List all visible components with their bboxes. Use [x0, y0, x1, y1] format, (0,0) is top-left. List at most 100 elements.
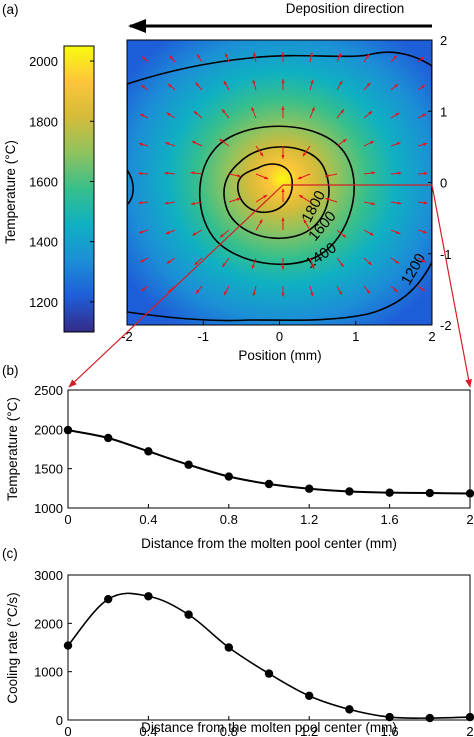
flow-arrow — [363, 54, 370, 63]
colorbar-tick-label: 1800 — [29, 114, 58, 129]
y-tick-label: -2 — [440, 318, 452, 333]
flow-arrow — [324, 173, 338, 178]
flow-arrow — [252, 285, 257, 297]
y-tick-label: 2 — [440, 33, 447, 48]
flow-arrow — [417, 56, 425, 63]
panel-b-points — [63, 425, 474, 498]
panel-c-curve — [67, 592, 471, 719]
flow-arrow — [363, 140, 375, 147]
panel-c-data-point — [465, 712, 474, 722]
flow-arrow — [219, 138, 230, 147]
flow-arrow — [223, 285, 230, 296]
temperature-map — [127, 40, 432, 325]
flow-arrow — [297, 173, 311, 180]
panel-b: (b) 0 0.4 0.8 1.2 1.6 2 1000 1500 2000 2500 Tempe… — [2, 363, 474, 551]
contour-1400 — [198, 125, 355, 266]
panel-c-data-point — [144, 592, 153, 601]
flow-arrow — [228, 197, 241, 203]
panel-c-y-tick-label: 2000 — [34, 616, 63, 631]
colorbar-tick-label: 2000 — [29, 54, 58, 69]
flow-arrow — [228, 173, 242, 178]
flow-arrow — [363, 229, 374, 236]
y-tick-label: 0 — [440, 176, 447, 191]
panel-a-label: (a) — [2, 2, 19, 17]
panel-c-data-point — [104, 594, 113, 604]
panel-b-x-tick-label: 0 — [64, 512, 71, 527]
flow-arrow — [168, 55, 176, 63]
panel-b-data-point — [184, 460, 193, 469]
flow-arrow — [164, 201, 176, 205]
flow-arrow — [223, 80, 230, 91]
flow-arrow — [255, 194, 268, 203]
panel-b-y-tick-label: 2500 — [34, 383, 63, 398]
panel-b-data-point — [345, 487, 354, 496]
flow-arrow — [251, 106, 257, 119]
flow-arrow — [390, 257, 400, 264]
panel-b-x-tick-label: 2 — [466, 512, 473, 527]
flow-arrow — [140, 285, 149, 292]
panel-b-y-tick-label: 2000 — [34, 422, 63, 437]
colorbar-tick-label: 1200 — [29, 295, 58, 310]
flow-arrow — [309, 106, 315, 119]
flow-arrow — [390, 55, 398, 63]
flow-arrow — [336, 80, 343, 91]
flow-arrow — [193, 257, 203, 266]
colorbar-tick-label: 1400 — [29, 235, 58, 250]
colorbar-tick-label: 1600 — [29, 174, 58, 189]
flow-arrow — [309, 79, 314, 91]
panel-c-y-label: Cooling rate (°C/s) — [5, 592, 20, 703]
flow-arrow — [390, 201, 402, 205]
flow-arrow — [167, 83, 176, 91]
colorbar-ticks: 2000 1800 1600 1400 1200 — [29, 54, 94, 310]
panel-b-y-tick-label: 1000 — [34, 501, 63, 516]
flow-arrow — [298, 194, 311, 203]
panel-b-x-tick-label: 0.8 — [220, 512, 238, 527]
panel-b-x-tick-label: 0.4 — [139, 512, 157, 527]
panel-b-data-point — [144, 447, 153, 456]
flow-arrow — [166, 257, 176, 264]
flow-arrow — [363, 82, 371, 91]
panel-c-data-point — [63, 641, 73, 650]
flow-arrow — [417, 84, 426, 91]
contour-lines — [127, 51, 432, 322]
flow-arrow — [363, 201, 376, 206]
panel-c-data-point — [184, 610, 193, 619]
flow-arrow — [255, 145, 264, 157]
flow-arrow — [252, 79, 257, 91]
guide-arrow-right — [431, 184, 472, 388]
guide-arrow-left — [68, 184, 284, 388]
flow-arrow — [303, 219, 311, 231]
panel-c-x-tick-label: 1.2 — [300, 724, 318, 737]
contour-1200 — [127, 51, 432, 322]
panel-c-x-tick-label: 0.8 — [220, 724, 238, 737]
flow-arrow — [222, 257, 230, 268]
contour-1600 — [223, 146, 330, 240]
panel-c-data-point — [224, 643, 233, 652]
flow-arrow — [224, 52, 230, 63]
flow-arrow — [309, 257, 315, 270]
deposition-arrowhead — [128, 19, 146, 33]
flow-arrow — [417, 257, 427, 263]
panel-b-data-point — [305, 484, 314, 493]
x-tick-label: -2 — [121, 329, 133, 344]
panel-c-data-point — [425, 713, 434, 723]
flow-arrow — [336, 52, 342, 63]
panel-b-data-point — [63, 425, 73, 435]
flow-arrow — [219, 229, 230, 238]
flow-arrow — [309, 285, 314, 297]
flow-arrow — [363, 285, 371, 294]
panel-b-axes: 0 0.4 0.8 1.2 1.6 2 1000 1500 2000 2500 — [34, 383, 474, 527]
flow-arrow — [139, 113, 149, 119]
panel-a-x-label: Position (mm) — [238, 348, 321, 363]
panel-c-y-tick-label: 3000 — [34, 568, 63, 583]
panel-b-x-label: Distance from the molten pool center (mm… — [141, 536, 397, 551]
flow-arrow — [390, 112, 400, 119]
panel-c-points — [63, 592, 474, 723]
flow-arrow — [190, 201, 203, 206]
flow-arrow — [195, 82, 203, 91]
flow-arrow — [165, 229, 176, 235]
flow-arrow — [192, 229, 203, 236]
panel-b-data-point — [264, 479, 274, 489]
panel-c-data-point — [305, 691, 314, 701]
panel-c: (c) 0 0.4 0.8 1.2 1.6 2 0 1000 2000 3000 Cooling … — [2, 546, 474, 737]
